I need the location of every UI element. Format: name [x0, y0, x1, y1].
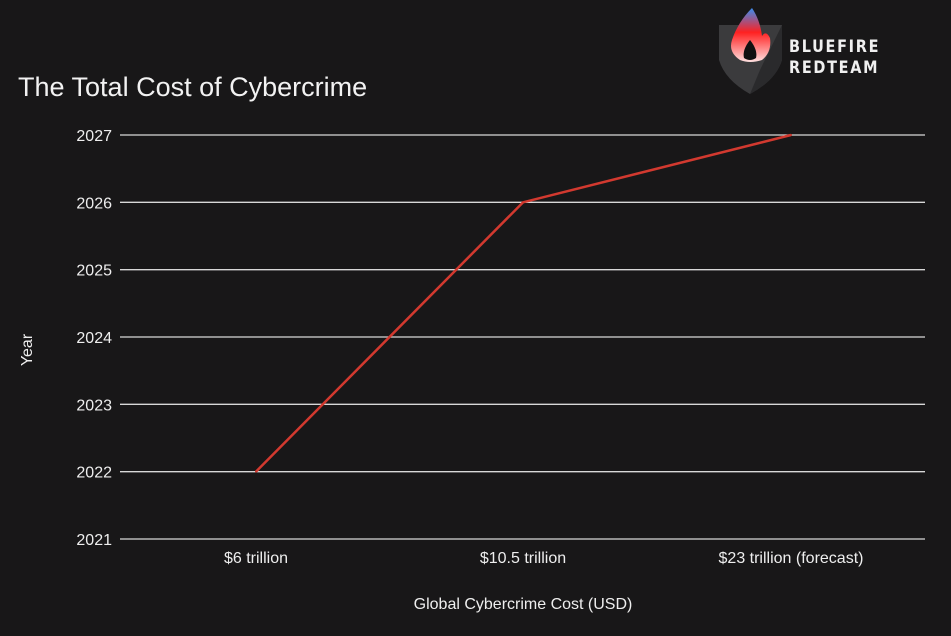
data-point	[522, 201, 524, 204]
x-tick-label: $10.5 trillion	[480, 550, 566, 567]
y-tick-label: 2026	[76, 195, 112, 212]
y-tick-label: 2022	[76, 465, 112, 482]
logo-line1: BLUEFIRE	[789, 37, 881, 57]
y-tick-label: 2021	[76, 532, 112, 549]
x-tick-label: $23 trillion (forecast)	[719, 550, 864, 567]
y-tick-label: 2027	[76, 128, 112, 145]
logo-line2: REDTEAM	[789, 58, 880, 78]
x-tick-label: $6 trillion	[224, 550, 288, 567]
y-axis-label: Year	[19, 333, 36, 366]
data-point	[255, 470, 257, 473]
y-tick-label: 2025	[76, 263, 112, 280]
chart-title: The Total Cost of Cybercrime	[18, 72, 368, 102]
y-tick-label: 2024	[76, 330, 112, 347]
x-axis-label: Global Cybercrime Cost (USD)	[414, 596, 633, 613]
data-point	[790, 134, 792, 136]
y-tick-label: 2023	[76, 397, 112, 414]
series-line	[255, 133, 792, 473]
